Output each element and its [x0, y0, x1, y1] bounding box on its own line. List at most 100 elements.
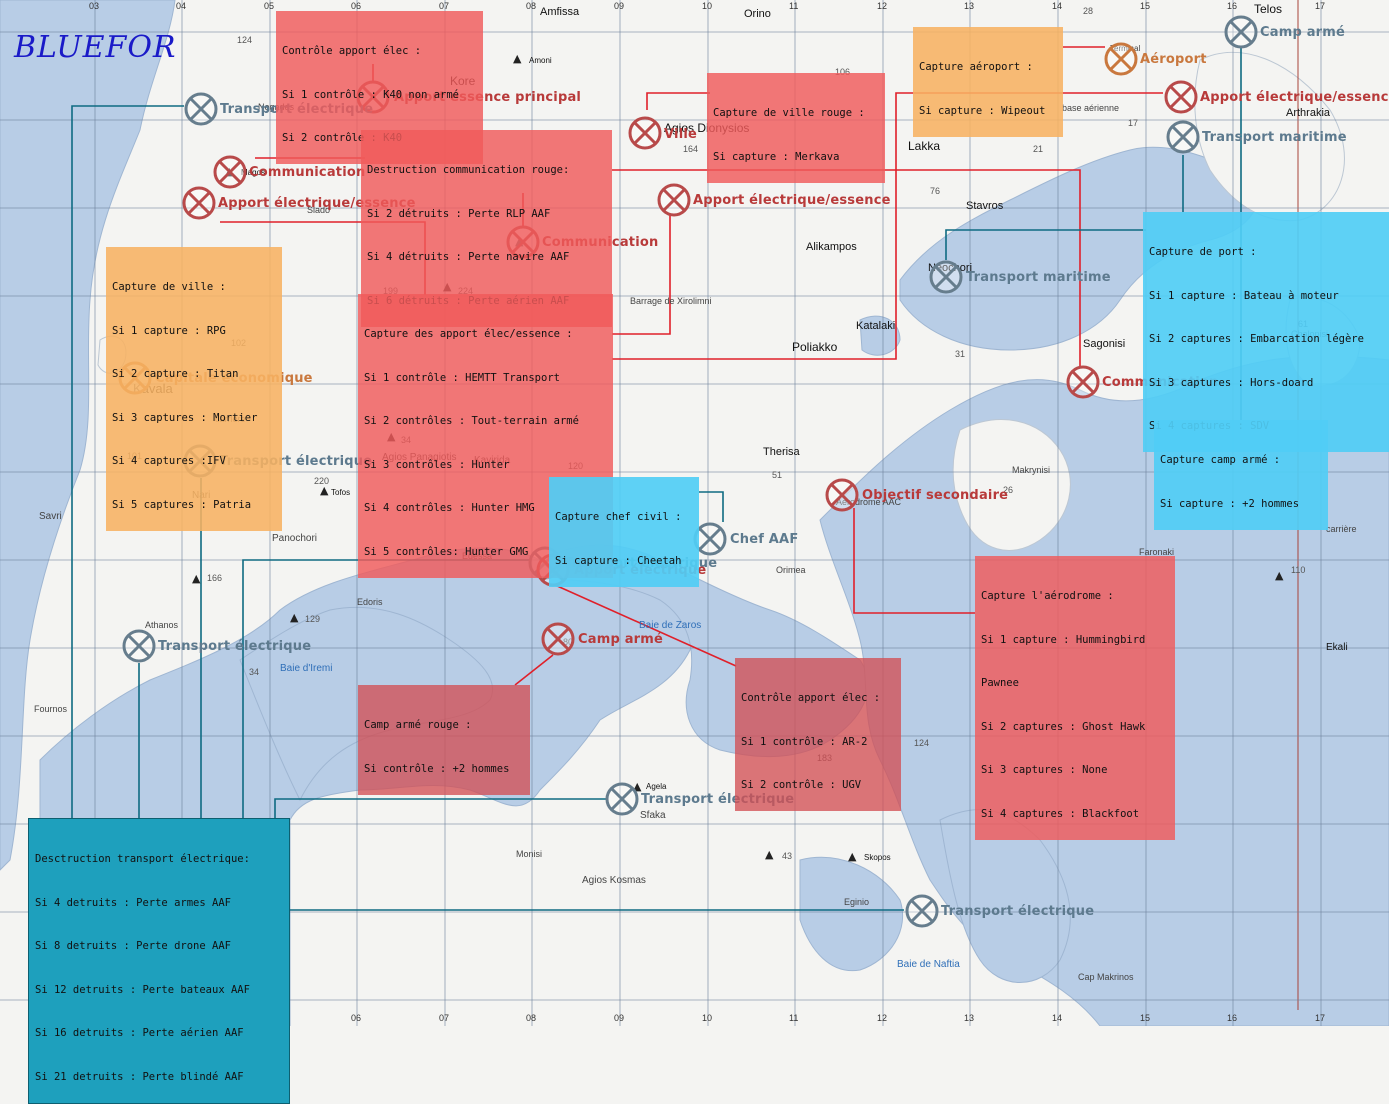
- peak-icon: ▲: [513, 52, 522, 65]
- grid-label-top-05: 05: [264, 1, 275, 11]
- box-capture-camp-arme[interactable]: Capture camp armé : Si capture : +2 homm…: [1154, 420, 1328, 530]
- friendly-objective-icon[interactable]: [605, 782, 639, 816]
- box-line: Si 1 contrôle : AR-2: [741, 735, 868, 748]
- box-line: Si 2 contrôles : Tout-terrain armé: [364, 415, 579, 427]
- box-line: Si 3 captures : Hors-doard: [1149, 376, 1314, 389]
- place-stavros: Stavros: [966, 200, 1004, 212]
- elevation-label: 76: [930, 186, 941, 196]
- box-line: Capture de port :: [1149, 246, 1257, 258]
- box-line: Contrôle apport élec :: [282, 45, 422, 57]
- grid-label-top-11: 11: [789, 1, 799, 11]
- friendly-objective-icon[interactable]: [184, 92, 218, 126]
- elevation-label: 21: [1033, 144, 1044, 154]
- grid-label-bottom-07: 07: [439, 1013, 450, 1023]
- place-aerodrome-aac: Aérodrome AAC: [836, 497, 902, 507]
- box-destruction-transport[interactable]: Desctruction transport électrique: Si 4 …: [28, 818, 290, 1104]
- box-line: Capture chef civil :: [555, 511, 682, 523]
- place-athanos: Athanos: [145, 620, 179, 630]
- box-line: Si 5 captures : Patria: [112, 498, 252, 511]
- grid-label-top-15: 15: [1140, 1, 1151, 11]
- peak-icon: ▲: [633, 780, 642, 793]
- box-line: Pawnee: [981, 677, 1019, 689]
- enemy-objective-icon[interactable]: [1164, 80, 1198, 114]
- place-base-aerienne: base aérienne: [1062, 103, 1120, 113]
- friendly-objective-icon[interactable]: [905, 894, 939, 928]
- box-line: Contrôle apport élec :: [741, 692, 881, 704]
- grid-label-top-04: 04: [176, 1, 187, 11]
- enemy-objective-icon[interactable]: [825, 478, 859, 512]
- place-arthrakia: Arthrakia: [1286, 107, 1331, 119]
- place-amfissa: Amfissa: [540, 6, 580, 18]
- elevation-label: 220: [314, 476, 330, 486]
- marker-label-transport-elec-sw: Transport électrique: [158, 639, 312, 654]
- box-line: Capture de ville rouge :: [713, 107, 865, 119]
- elevation-label: 164: [683, 144, 699, 154]
- place-terminal: Terminal: [1110, 44, 1140, 53]
- elevation-label: 31: [955, 349, 966, 359]
- enemy-objective-icon[interactable]: [628, 116, 662, 150]
- elevation-label: 110: [1291, 565, 1306, 575]
- box-line: Camp armé rouge :: [364, 719, 472, 731]
- friendly-objective-icon[interactable]: [122, 629, 156, 663]
- elevation-label: 28: [1083, 6, 1094, 16]
- box-capture-ville-rouge[interactable]: Capture de ville rouge : Si capture : Me…: [707, 73, 885, 183]
- elevation-label: 34: [249, 667, 260, 677]
- box-destruction-communication[interactable]: Destruction communication rouge: Si 2 dé…: [361, 130, 612, 327]
- peak-icon: ▲: [192, 572, 201, 585]
- friendly-objective-icon[interactable]: [1166, 120, 1200, 154]
- place-agela: Agela: [646, 782, 667, 791]
- box-line: Si 1 capture : Bateau à moteur: [1149, 289, 1339, 302]
- place-baie-iremi: Baie d'Iremi: [280, 663, 333, 674]
- peak-icon: ▲: [320, 484, 329, 497]
- box-capture-chef-civil[interactable]: Capture chef civil : Si capture : Cheeta…: [549, 477, 699, 587]
- box-line: Si 3 captures : None: [981, 764, 1108, 776]
- box-capture-ville[interactable]: Capture de ville : Si 1 capture : RPG Si…: [106, 247, 282, 531]
- box-line: Si 3 contrôles : Hunter: [364, 458, 510, 471]
- box-camp-arme-rouge[interactable]: Camp armé rouge : Si contrôle : +2 homme…: [358, 685, 530, 795]
- grid-label-bottom-12: 12: [877, 1013, 888, 1023]
- elevation-label: 51: [772, 470, 783, 480]
- place-savri: Savri: [39, 511, 62, 522]
- elevation-label: 26: [1003, 485, 1014, 495]
- place-baie-zaros: Baie de Zaros: [639, 620, 702, 631]
- box-capture-aeroport[interactable]: Capture aéroport : Si capture : Wipeout: [913, 27, 1063, 137]
- enemy-objective-icon[interactable]: [657, 183, 691, 217]
- box-capture-aerodrome[interactable]: Capture l'aérodrome : Si 1 capture : Hum…: [975, 556, 1175, 840]
- place-magos: Magos: [241, 168, 266, 177]
- box-capture-port[interactable]: Capture de port : Si 1 capture : Bateau …: [1143, 212, 1389, 452]
- friendly-objective-icon[interactable]: [1224, 15, 1258, 49]
- box-line: Si contrôle : +2 hommes: [364, 762, 510, 775]
- friendly-objective-icon[interactable]: [929, 260, 963, 294]
- enemy-objective-icon[interactable]: [182, 186, 216, 220]
- place-cap-makrinos: Cap Makrinos: [1078, 972, 1134, 982]
- grid-label-top-08: 08: [526, 1, 537, 11]
- enemy-objective-icon[interactable]: [541, 622, 575, 656]
- box-line: Si capture : +2 hommes: [1160, 497, 1300, 510]
- enemy-objective-icon[interactable]: [1066, 365, 1100, 399]
- marker-label-communication-w: Communication: [249, 165, 366, 180]
- box-line: Si capture : Merkava: [713, 150, 840, 163]
- grid-label-top-06: 06: [351, 1, 362, 11]
- box-line: Si 4 captures :IFV: [112, 455, 226, 467]
- box-line: Si 2 captures : Embarcation légère: [1149, 333, 1364, 345]
- box-line: Si capture : Cheetah: [555, 554, 682, 567]
- box-line: Si 4 contrôles : Hunter HMG: [364, 502, 535, 514]
- place-panochori: Panochori: [272, 533, 318, 544]
- box-line: Capture des apport élec/essence :: [364, 328, 573, 340]
- marker-label-chef-aaf: Chef AAF: [730, 532, 799, 547]
- peak-icon: ▲: [1275, 569, 1284, 582]
- airport-objective-icon[interactable]: [1104, 42, 1138, 76]
- box-line: Capture l'aérodrome :: [981, 590, 1114, 602]
- elevation-label: 106: [835, 67, 851, 77]
- box-line: Si 4 détruits : Perte navire AAF: [367, 251, 570, 263]
- peak-icon: ▲: [848, 850, 857, 863]
- box-line: Si 2 capture : Titan: [112, 368, 239, 380]
- box-line: Si 12 detruits : Perte bateaux AAF: [35, 983, 250, 996]
- box-controle-apport-elec-sud[interactable]: Contrôle apport élec : Si 1 contrôle : A…: [735, 658, 901, 811]
- place-carriere-2: carrière: [1326, 524, 1357, 534]
- enemy-objective-icon[interactable]: [213, 155, 247, 189]
- place-fournos: Fournos: [34, 704, 68, 714]
- marker-label-ville: Ville: [664, 127, 698, 142]
- box-line: Si 5 contrôles: Hunter GMG: [364, 545, 529, 558]
- box-line: Destruction communication rouge:: [367, 164, 570, 176]
